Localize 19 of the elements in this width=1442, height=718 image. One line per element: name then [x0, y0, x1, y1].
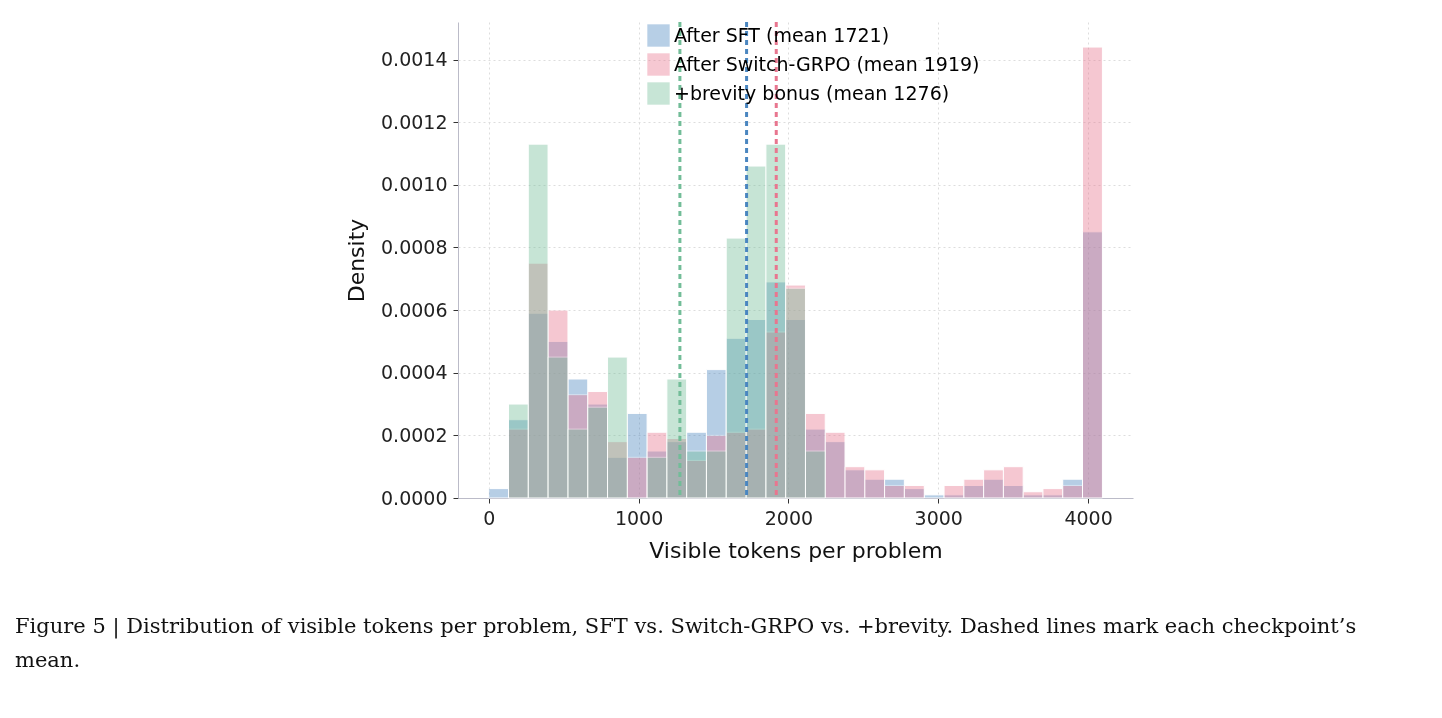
- y-tick-label: 0.0012: [381, 110, 448, 133]
- y-tick-label: 0.0002: [381, 423, 448, 446]
- y-tick-label: 0.0008: [381, 235, 448, 258]
- x-tick-label: 1000: [614, 506, 664, 529]
- x-tick-label: 0: [483, 506, 496, 529]
- x-tick-label: 4000: [1064, 506, 1113, 529]
- x-tick-label: 3000: [914, 506, 963, 529]
- legend-label: After Switch-GRPO (mean 1919): [674, 52, 980, 75]
- y-tick-label: 0.0006: [381, 298, 448, 321]
- legend-label: After SFT (mean 1721): [674, 23, 890, 46]
- y-tick-label: 0.0004: [381, 361, 448, 384]
- x-axis-title: Visible tokens per problem: [649, 537, 943, 563]
- x-tick-label: 2000: [764, 506, 814, 529]
- y-tick-label: 0.0000: [381, 486, 448, 509]
- y-tick-label: 0.0014: [381, 48, 448, 71]
- y-axis-title: Density: [344, 218, 370, 303]
- caption: Figure 5 | Distribution of visible tokens per problem, SFT vs. Switch-GRPO vs. +brevity. Dashed lines mark each checkpoint’s mean.: [15, 614, 1357, 672]
- y-tick-label: 0.0010: [381, 173, 448, 196]
- legend-label: +brevity bonus (mean 1276): [674, 81, 950, 104]
